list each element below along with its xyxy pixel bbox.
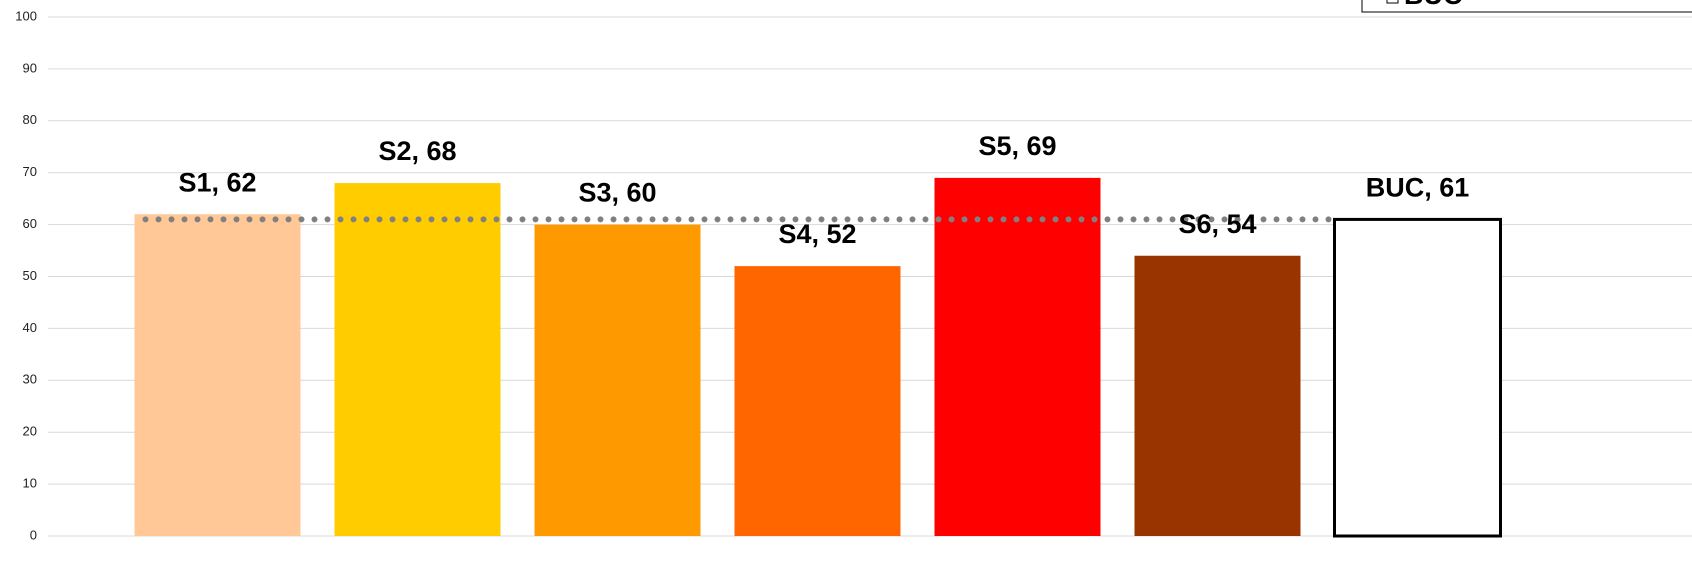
y-tick-label: 60 <box>23 216 37 231</box>
data-label: S1, 62 <box>178 167 256 197</box>
y-tick-label: 80 <box>23 112 37 127</box>
y-tick-label: 20 <box>23 424 37 439</box>
legend-box <box>1361 0 1692 13</box>
bar <box>1333 217 1502 538</box>
y-tick-label: 0 <box>30 527 37 542</box>
y-tick-label: 100 <box>15 8 37 23</box>
y-tick-label: 50 <box>23 268 37 283</box>
bar <box>734 266 901 536</box>
bar <box>134 214 301 536</box>
bar <box>1134 255 1301 537</box>
y-tick-label: 10 <box>23 476 37 491</box>
data-label: BUC, 61 <box>1366 173 1470 203</box>
data-label: S2, 68 <box>378 136 456 166</box>
legend-swatch <box>1386 0 1399 4</box>
data-label: S4, 52 <box>778 219 856 249</box>
bar <box>334 183 501 536</box>
legend-label: BUC <box>1404 0 1463 10</box>
y-tick-label: 90 <box>23 60 37 75</box>
y-tick-label: 70 <box>23 164 37 179</box>
data-label: S3, 60 <box>578 178 656 208</box>
data-label: S6, 54 <box>1178 209 1256 239</box>
bar <box>534 224 701 536</box>
data-label: S5, 69 <box>978 131 1056 161</box>
y-tick-label: 40 <box>23 320 37 335</box>
y-tick-label: 30 <box>23 372 37 387</box>
bar <box>934 177 1101 536</box>
